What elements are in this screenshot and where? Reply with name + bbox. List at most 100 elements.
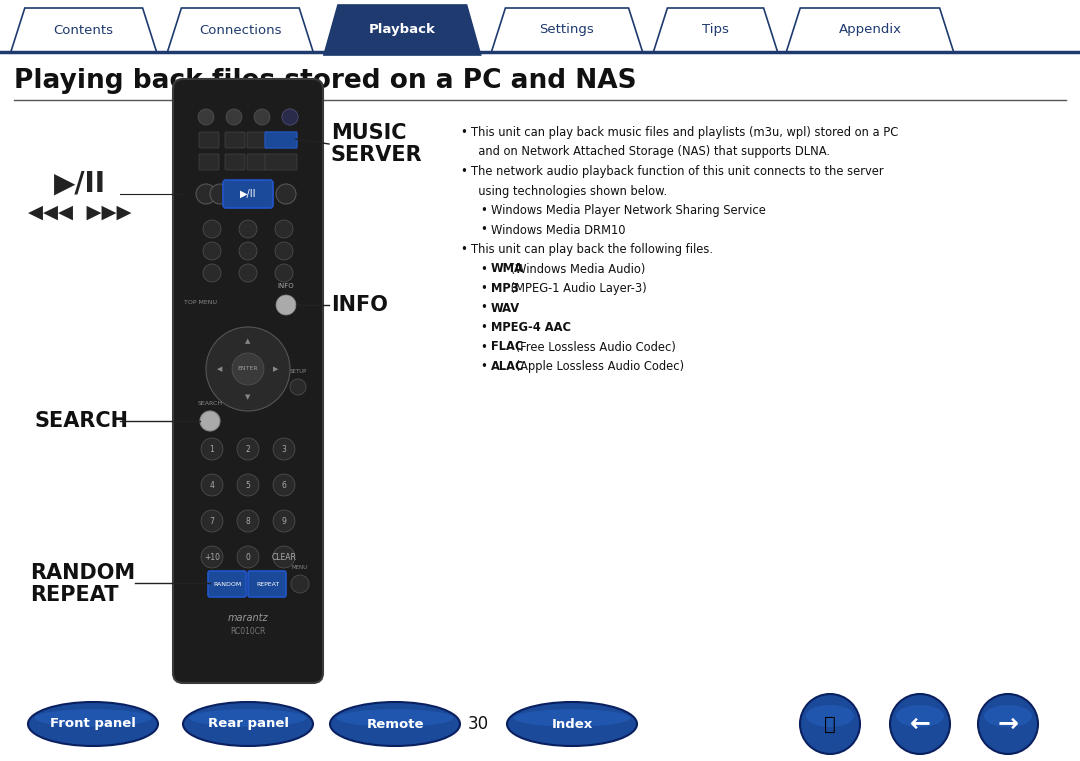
Circle shape [203, 264, 221, 282]
Text: Front panel: Front panel [50, 718, 136, 731]
FancyBboxPatch shape [199, 154, 219, 170]
Text: CLEAR: CLEAR [271, 552, 296, 562]
Ellipse shape [330, 702, 460, 746]
Circle shape [273, 438, 295, 460]
Text: •: • [460, 243, 467, 256]
Text: •: • [480, 301, 487, 314]
Circle shape [232, 353, 264, 385]
Text: •: • [480, 321, 487, 334]
Text: REPEAT: REPEAT [256, 581, 280, 587]
Circle shape [282, 109, 298, 125]
Text: ALAC: ALAC [491, 360, 525, 373]
Text: •: • [480, 204, 487, 217]
Text: and on Network Attached Storage (NAS) that supports DLNA.: and on Network Attached Storage (NAS) th… [471, 145, 831, 158]
Circle shape [273, 546, 295, 568]
Text: Contents: Contents [54, 24, 113, 37]
Text: ▶/II: ▶/II [54, 170, 106, 198]
Text: INFO: INFO [330, 295, 388, 315]
Text: Playing back files stored on a PC and NAS: Playing back files stored on a PC and NA… [14, 68, 636, 94]
FancyBboxPatch shape [247, 132, 267, 148]
Circle shape [239, 264, 257, 282]
Circle shape [282, 109, 298, 125]
Circle shape [203, 220, 221, 238]
Text: 0: 0 [245, 552, 251, 562]
Text: 🏠: 🏠 [824, 715, 836, 734]
Text: ▼: ▼ [245, 394, 251, 400]
Circle shape [275, 220, 293, 238]
Circle shape [201, 474, 222, 496]
Text: 7: 7 [210, 517, 215, 526]
Circle shape [195, 184, 216, 204]
Text: →: → [998, 712, 1018, 736]
Circle shape [273, 510, 295, 532]
Circle shape [201, 438, 222, 460]
Circle shape [203, 242, 221, 260]
Text: •: • [480, 224, 487, 237]
Circle shape [275, 242, 293, 260]
Text: ▶/II: ▶/II [240, 189, 256, 199]
FancyBboxPatch shape [173, 79, 323, 683]
Ellipse shape [189, 709, 307, 727]
Text: MP3: MP3 [491, 282, 518, 295]
Text: ◀◀◀  ▶▶▶: ◀◀◀ ▶▶▶ [28, 202, 132, 221]
Ellipse shape [984, 705, 1032, 727]
Text: •: • [480, 263, 487, 275]
Text: Settings: Settings [540, 24, 594, 37]
Text: 2: 2 [245, 444, 251, 454]
Text: •: • [480, 340, 487, 354]
Text: 8: 8 [245, 517, 251, 526]
Text: Windows Media Player Network Sharing Service: Windows Media Player Network Sharing Ser… [491, 204, 766, 217]
Text: Connections: Connections [199, 24, 282, 37]
FancyBboxPatch shape [225, 132, 245, 148]
FancyBboxPatch shape [225, 154, 245, 170]
Text: ▲: ▲ [245, 338, 251, 344]
Circle shape [254, 109, 270, 125]
Circle shape [276, 295, 296, 315]
Text: RC010CR: RC010CR [230, 626, 266, 635]
Ellipse shape [806, 705, 854, 727]
Text: INFO: INFO [278, 283, 295, 289]
FancyBboxPatch shape [248, 571, 286, 597]
Circle shape [198, 109, 214, 125]
Text: •: • [480, 282, 487, 295]
Circle shape [978, 694, 1038, 754]
Text: 1: 1 [210, 444, 214, 454]
Text: 5: 5 [245, 480, 251, 489]
Text: ◀: ◀ [217, 366, 222, 372]
Text: 9: 9 [282, 517, 286, 526]
FancyBboxPatch shape [265, 132, 297, 148]
Circle shape [237, 474, 259, 496]
Text: TOP MENU: TOP MENU [184, 301, 216, 305]
Circle shape [291, 575, 309, 593]
Text: Appendix: Appendix [838, 24, 902, 37]
Circle shape [800, 694, 860, 754]
Circle shape [237, 510, 259, 532]
FancyBboxPatch shape [265, 154, 297, 170]
Text: RANDOM: RANDOM [214, 581, 242, 587]
Text: Index: Index [552, 718, 593, 731]
Text: •: • [480, 360, 487, 373]
Ellipse shape [337, 709, 454, 727]
Text: marantz: marantz [228, 613, 268, 623]
Text: (Free Lossless Audio Codec): (Free Lossless Audio Codec) [512, 340, 676, 354]
Text: WAV: WAV [491, 301, 521, 314]
Ellipse shape [507, 702, 637, 746]
Text: The network audio playback function of this unit connects to the server: The network audio playback function of t… [471, 165, 883, 178]
Text: ←: ← [909, 712, 931, 736]
Ellipse shape [896, 705, 944, 727]
Circle shape [239, 242, 257, 260]
Polygon shape [324, 5, 481, 55]
Text: ▶: ▶ [273, 366, 279, 372]
Circle shape [201, 510, 222, 532]
Text: (Windows Media Audio): (Windows Media Audio) [507, 263, 645, 275]
Text: This unit can play back the following files.: This unit can play back the following fi… [471, 243, 713, 256]
Text: SEARCH: SEARCH [35, 411, 129, 431]
Text: 30: 30 [468, 715, 488, 733]
Circle shape [239, 220, 257, 238]
Circle shape [275, 264, 293, 282]
Circle shape [206, 327, 291, 411]
Ellipse shape [35, 709, 151, 727]
Polygon shape [11, 8, 157, 52]
Circle shape [237, 438, 259, 460]
Text: Playback: Playback [369, 24, 435, 37]
